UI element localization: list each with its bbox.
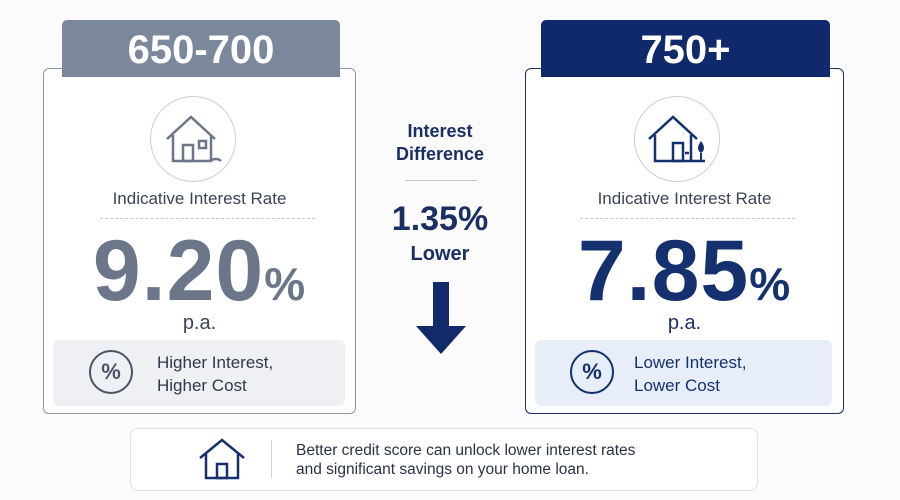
note: Lower Interest, Lower Cost (634, 351, 746, 397)
rate-label: Indicative Interest Rate (112, 189, 287, 208)
note-line: Lower Cost (634, 376, 720, 395)
down-arrow (416, 282, 466, 354)
house-icon (634, 96, 720, 182)
footer-line: and significant savings on your home loa… (296, 461, 589, 478)
rate-value: 7.85 (577, 223, 750, 319)
divider (100, 218, 315, 219)
separator (271, 440, 272, 478)
rate-unit: % (264, 258, 307, 310)
title-line: Difference (395, 144, 485, 164)
period: p.a. (667, 312, 702, 334)
note: Higher Interest, Higher Cost (157, 351, 273, 397)
footer-text: Better credit score can unlock lower int… (296, 441, 635, 479)
difference-direction: Lower (410, 243, 470, 265)
note-line: Lower Interest, (634, 353, 747, 372)
footer-line: Better credit score can unlock lower int… (296, 442, 636, 459)
difference-value: 1.35% (391, 200, 489, 238)
footer-house-icon (199, 438, 245, 480)
rate-label: Indicative Interest Rate (597, 189, 772, 208)
rate-unit: % (749, 258, 792, 310)
note-line: Higher Cost (157, 376, 247, 395)
range-tab: 650-700 (62, 20, 340, 77)
percent-badge: % (570, 350, 614, 394)
rate: 7.85% (525, 222, 844, 321)
footer-box (130, 428, 758, 491)
percent-badge: % (89, 350, 133, 394)
period: p.a. (182, 312, 217, 334)
note-line: Higher Interest, (157, 353, 274, 372)
rate: 9.20% (43, 222, 356, 321)
rate-value: 9.20 (92, 223, 265, 319)
range-tab: 750+ (541, 20, 830, 77)
difference-title: Interest Difference (380, 120, 500, 166)
divider (405, 180, 477, 181)
house-icon (150, 96, 236, 182)
title-line: Interest (407, 121, 473, 141)
divider (580, 218, 795, 219)
